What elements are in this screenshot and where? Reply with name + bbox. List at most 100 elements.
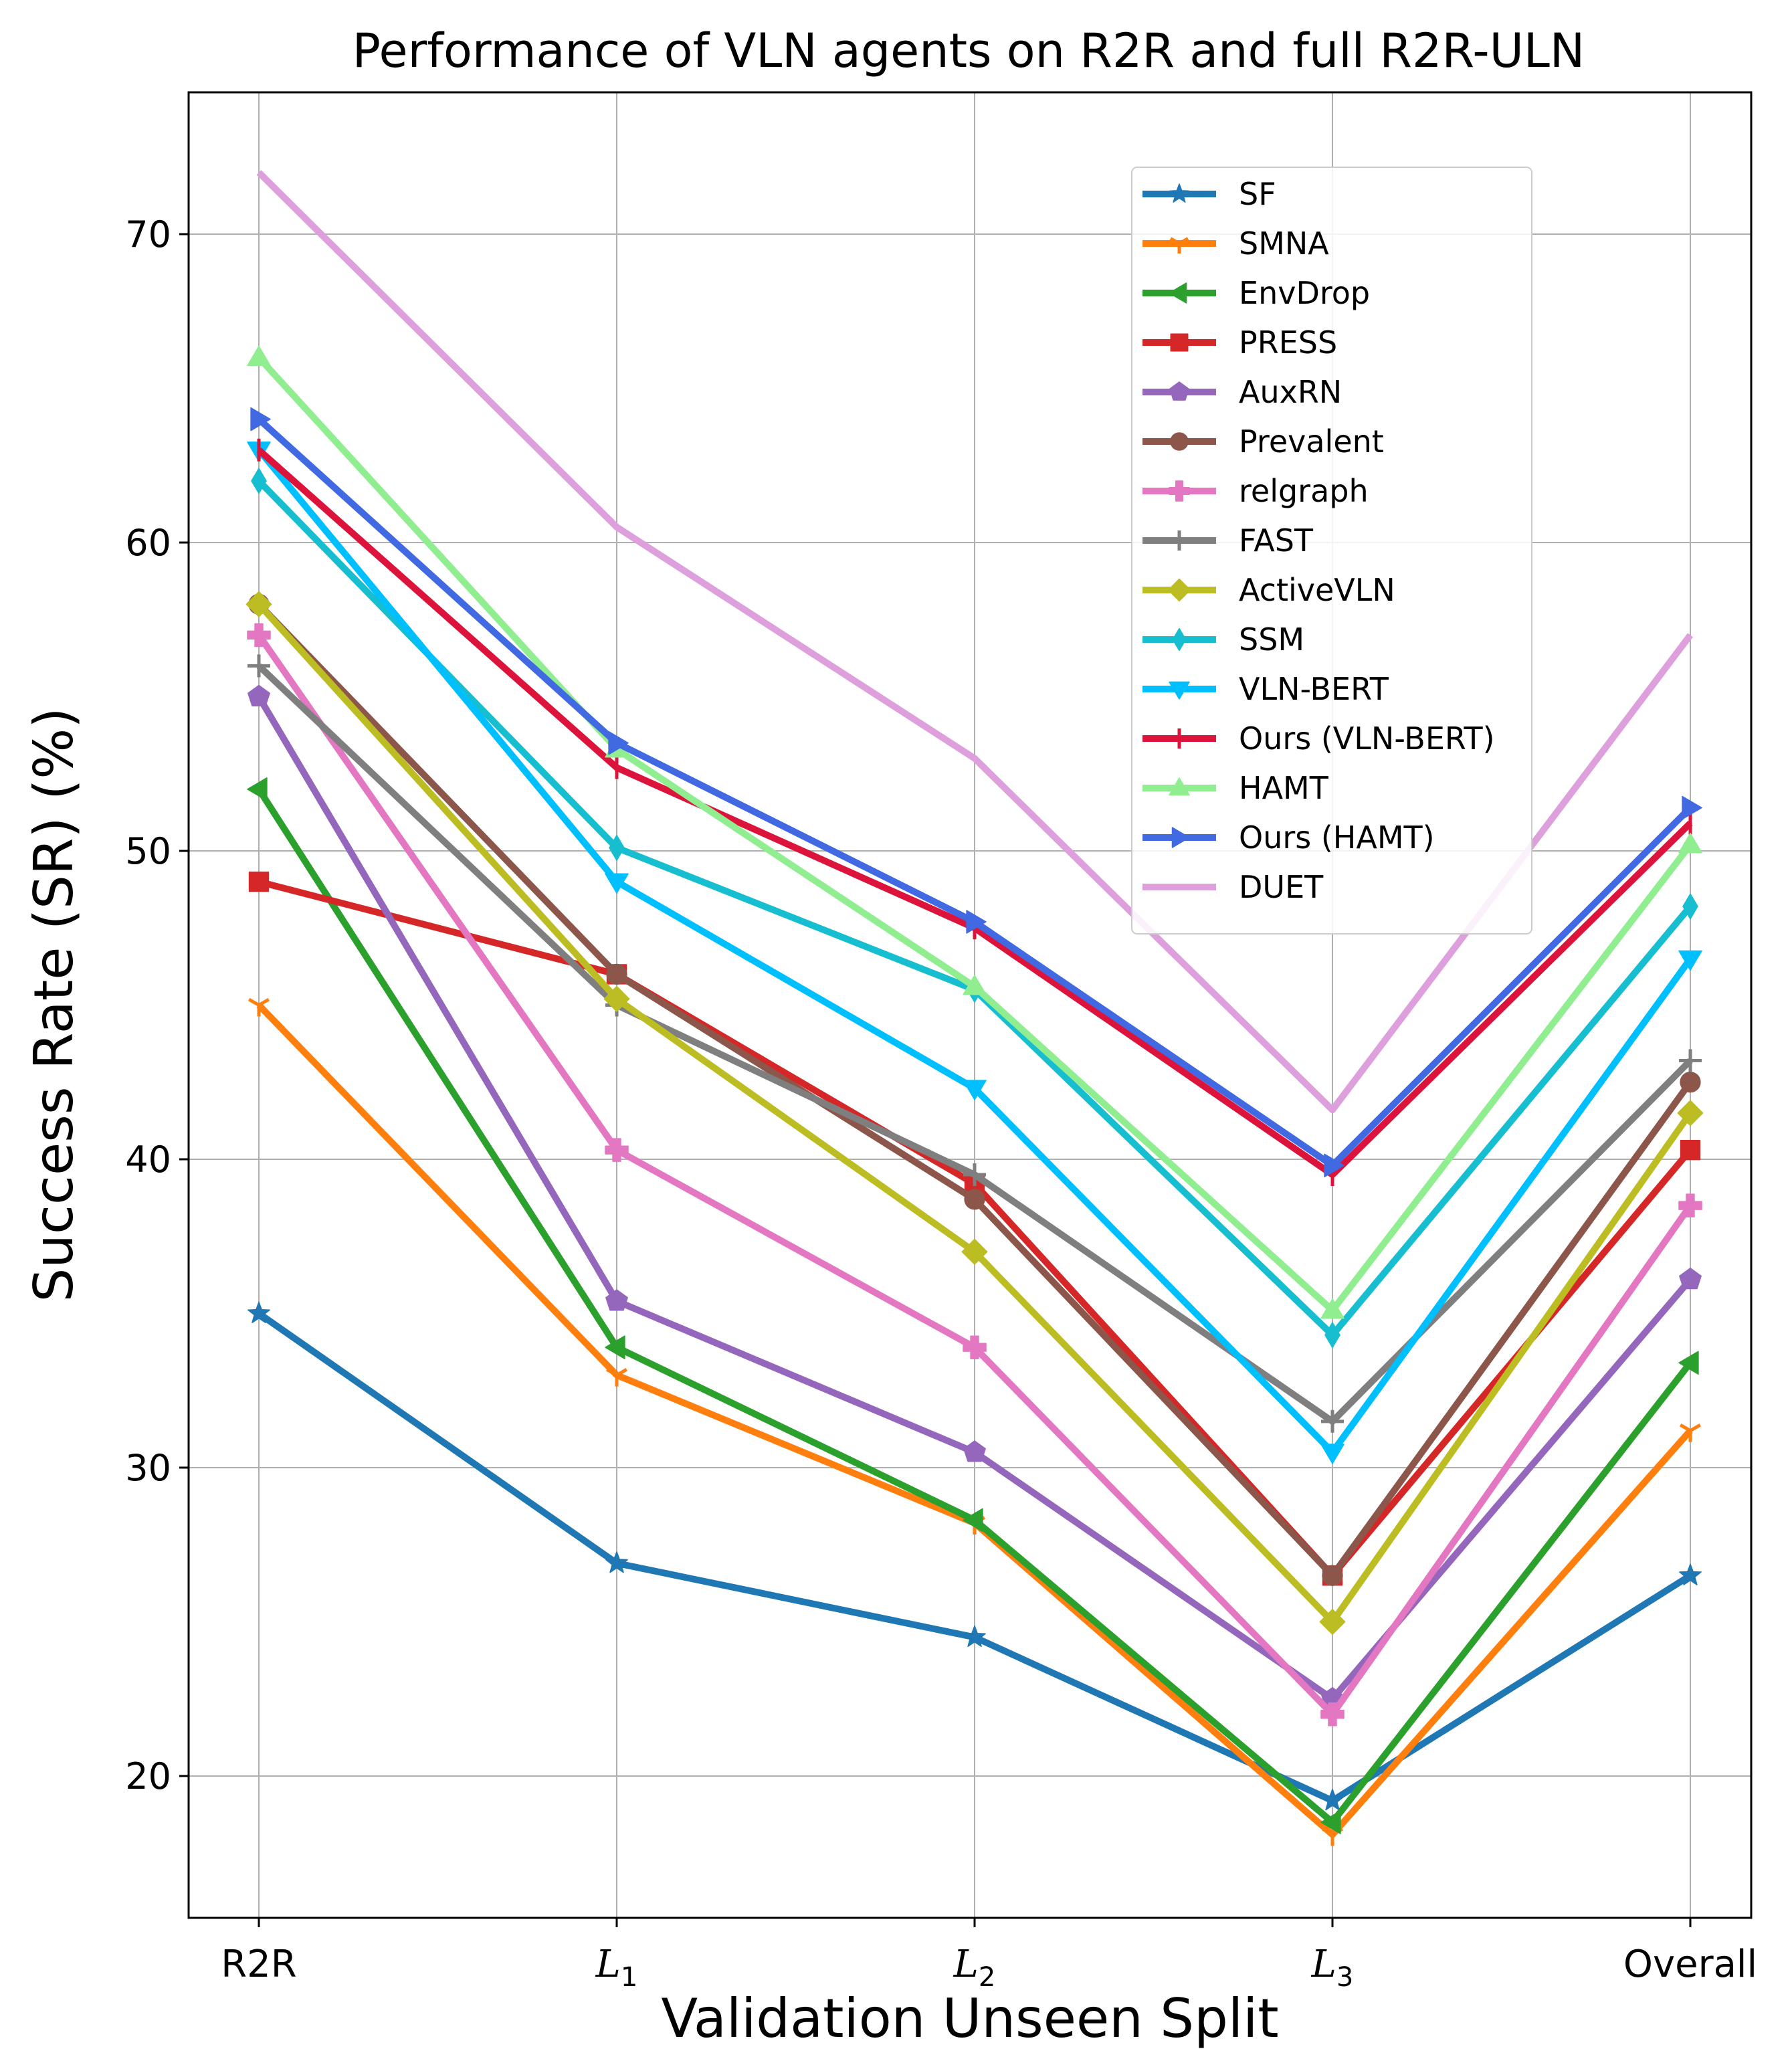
legend-label-ssm: SSM [1239,621,1304,658]
legend-entry-envdrop: EnvDrop [1142,275,1370,311]
point-prevalent-4 [1680,1072,1701,1093]
legend-label-sf: SF [1239,176,1276,212]
point-sf-3 [1321,1789,1344,1811]
legend-entry-smna: SMNA [1142,225,1329,262]
legend-label-auxrn: AuxRN [1239,374,1342,410]
x-tick-label-4: Overall [1623,1943,1757,1986]
point-prevalent-2 [964,1189,985,1210]
point-ours-hamt-4 [1682,795,1702,820]
legend-marker-ours-hamt [1171,827,1190,848]
legend-entry-ssm: SSM [1142,621,1304,658]
point-activevln-2 [961,1238,988,1265]
x-tick-label-2: L2 [953,1943,996,1993]
legend-entry-sf: SF [1142,176,1276,212]
series-hamt [247,345,1702,1319]
point-hamt-2 [963,975,987,995]
legend-label-press: PRESS [1239,324,1337,361]
point-prevalent-3 [1322,1565,1343,1586]
point-activevln-1 [603,985,630,1012]
series-activevln [245,591,1704,1635]
legend-label-relgraph: relgraph [1239,473,1369,509]
legend-marker-smna [1169,237,1189,254]
point-press-0 [248,871,270,892]
point-press-4 [1680,1139,1701,1161]
legend-entry-press: PRESS [1142,324,1337,361]
series-auxrn [247,684,1702,1709]
point-smna-4 [1679,1423,1702,1442]
legend-entry-prevalent: Prevalent [1142,423,1384,460]
point-hamt-4 [1678,833,1702,854]
legend-entry-vln-bert: VLN-BERT [1142,671,1389,707]
legend-label-prevalent: Prevalent [1239,423,1384,460]
point-activevln-3 [1319,1609,1346,1635]
legend-entry-ours-vln-bert: Ours (VLN-BERT) [1142,720,1495,757]
point-relgraph-4 [1678,1193,1702,1217]
point-fast-3 [1321,1409,1344,1433]
legend-entry-relgraph: relgraph [1142,473,1369,509]
point-envdrop-0 [247,777,268,801]
point-sf-1 [605,1551,628,1573]
series-envdrop [247,777,1699,1834]
x-tick-label-1: L1 [595,1943,638,1993]
legend-marker-hamt [1169,777,1190,796]
point-vln-bert-2 [963,1080,987,1100]
point-smna-0 [247,997,270,1017]
series-ours-hamt [250,407,1702,1177]
point-hamt-3 [1320,1298,1345,1319]
legend-marker-sf [1169,183,1190,203]
legend-label-vln-bert: VLN-BERT [1239,671,1389,707]
point-sf-4 [1679,1563,1702,1585]
legend-label-smna: SMNA [1239,225,1329,262]
y-axis-label: Success Rate (SR) (%) [23,708,85,1302]
point-fast-4 [1679,1049,1702,1072]
legend-label-duet: DUET [1239,869,1324,905]
point-envdrop-3 [1320,1810,1341,1834]
y-tick-label-40: 40 [125,1139,171,1181]
point-hamt-0 [247,345,271,367]
legend-box [1131,167,1532,935]
y-tick-label-50: 50 [125,830,171,872]
legend-marker-envdrop [1169,282,1187,304]
point-fast-2 [963,1163,986,1187]
point-ours-hamt-1 [608,730,629,755]
x-axis-label: Validation Unseen Split [661,1987,1278,2050]
point-relgraph-0 [247,623,271,648]
legend-marker-ssm [1172,627,1187,652]
point-vln-bert-3 [1320,1444,1345,1464]
legend-label-envdrop: EnvDrop [1239,275,1370,311]
point-activevln-0 [245,591,272,617]
legend-entry-activevln: ActiveVLN [1142,572,1395,608]
point-auxrn-1 [605,1289,628,1311]
series-vln-bert [247,441,1702,1464]
y-tick-label-70: 70 [125,213,171,256]
point-auxrn-4 [1679,1268,1702,1290]
legend-entry-ours-hamt: Ours (HAMT) [1142,819,1435,856]
point-ssm-3 [1324,1322,1340,1349]
point-fast-0 [247,654,270,678]
point-ours-hamt-3 [1324,1153,1345,1177]
legend-marker-fast [1169,530,1189,551]
legend-marker-prevalent [1170,432,1189,451]
y-tick-label-30: 30 [125,1447,171,1489]
point-relgraph-2 [963,1335,987,1359]
legend-label-ours-hamt: Ours (HAMT) [1239,819,1435,856]
legend-label-fast: FAST [1239,522,1314,559]
point-sf-0 [247,1301,270,1323]
point-ssm-0 [251,468,267,494]
point-sf-2 [963,1625,986,1648]
series-sf [247,1301,1702,1811]
point-vln-bert-1 [605,873,629,894]
point-envdrop-2 [963,1508,983,1533]
x-tick-label-0: R2R [221,1943,296,1986]
legend-marker-relgraph [1169,480,1190,502]
y-tick-label-20: 20 [125,1755,171,1797]
point-ssm-1 [609,834,625,861]
legend-entry-duet: DUET [1142,869,1324,905]
legend-label-activevln: ActiveVLN [1239,572,1395,608]
x-tick-label-3: L3 [1311,1943,1354,1993]
legend: SF SMNA EnvDrop PRESS AuxRN Prevalent relgraph… [1131,167,1532,935]
point-ours-hamt-0 [250,407,271,431]
point-prevalent-1 [606,963,627,985]
legend-marker-auxrn [1169,381,1190,401]
